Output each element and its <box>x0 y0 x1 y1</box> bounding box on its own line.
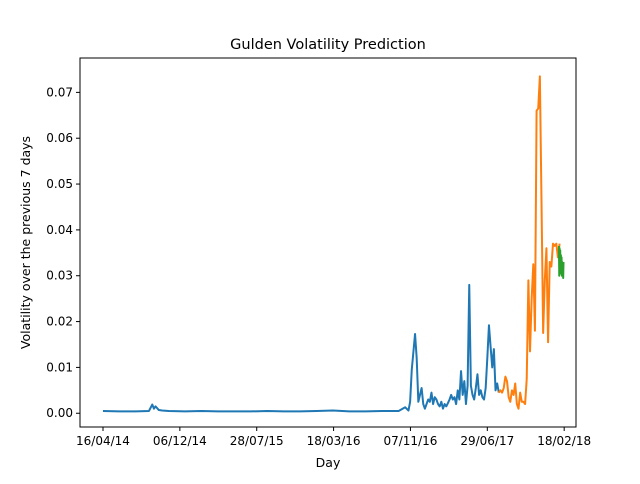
series-line-1 <box>102 283 500 413</box>
y-tick-label: 0.01 <box>46 360 73 374</box>
chart-title: Gulden Volatility Prediction <box>230 37 426 53</box>
x-axis-label: Day <box>316 455 341 470</box>
series-line-2 <box>497 75 561 410</box>
y-tick-label: 0.02 <box>46 315 73 329</box>
x-tick-label: 07/11/16 <box>383 434 437 448</box>
plot-area <box>102 75 565 413</box>
y-tick-label: 0.07 <box>46 85 73 99</box>
x-tick-label: 29/06/17 <box>460 434 514 448</box>
series-line-3 <box>557 245 565 280</box>
y-tick-label: 0.06 <box>46 131 73 145</box>
y-tick-label: 0.03 <box>46 269 73 283</box>
y-axis: 0.00 0.01 0.02 0.03 0.04 0.05 0.06 0.07 <box>46 85 80 420</box>
x-tick-label: 28/07/15 <box>230 434 284 448</box>
plot-frame <box>79 57 577 428</box>
x-tick-label: 18/02/18 <box>537 434 591 448</box>
y-tick-label: 0.05 <box>46 177 73 191</box>
x-tick-label: 16/04/14 <box>76 434 130 448</box>
x-axis: 16/04/14 06/12/14 28/07/15 18/03/16 07/11/16… <box>76 427 591 448</box>
x-tick-label: 06/12/14 <box>153 434 207 448</box>
x-tick-label: 18/03/16 <box>307 434 361 448</box>
y-tick-label: 0.04 <box>46 223 73 237</box>
y-tick-label: 0.00 <box>46 406 73 420</box>
y-axis-label: Volatility over the previous 7 days <box>18 136 33 349</box>
